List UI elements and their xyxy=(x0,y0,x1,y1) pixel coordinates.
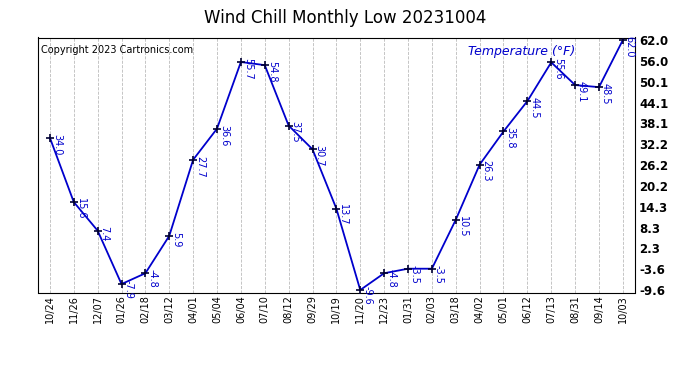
Text: 34.0: 34.0 xyxy=(52,134,62,155)
Text: 5.9: 5.9 xyxy=(171,232,181,247)
Text: -9.6: -9.6 xyxy=(362,286,372,304)
Text: -3.5: -3.5 xyxy=(434,264,444,284)
Text: 10.5: 10.5 xyxy=(457,216,468,237)
Text: 54.8: 54.8 xyxy=(267,61,277,82)
Text: Copyright 2023 Cartronics.com: Copyright 2023 Cartronics.com xyxy=(41,45,193,55)
Text: -7.9: -7.9 xyxy=(124,280,133,299)
Text: 62.0: 62.0 xyxy=(625,36,635,57)
Text: -4.8: -4.8 xyxy=(386,269,396,288)
Text: 55.7: 55.7 xyxy=(243,58,253,80)
Text: Temperature (°F): Temperature (°F) xyxy=(468,45,575,58)
Text: 36.6: 36.6 xyxy=(219,124,229,146)
Text: 27.7: 27.7 xyxy=(195,156,205,177)
Text: 49.1: 49.1 xyxy=(577,81,587,102)
Text: -3.5: -3.5 xyxy=(410,264,420,284)
Text: 44.5: 44.5 xyxy=(529,97,540,118)
Text: 48.5: 48.5 xyxy=(601,83,611,105)
Text: Wind Chill Monthly Low 20231004: Wind Chill Monthly Low 20231004 xyxy=(204,9,486,27)
Text: 30.7: 30.7 xyxy=(315,145,324,166)
Text: 26.3: 26.3 xyxy=(482,160,491,182)
Text: 37.5: 37.5 xyxy=(290,122,301,143)
Text: -4.8: -4.8 xyxy=(148,269,157,288)
Text: 13.7: 13.7 xyxy=(338,204,348,226)
Text: 15.6: 15.6 xyxy=(76,198,86,219)
Text: 7.4: 7.4 xyxy=(99,226,110,242)
Text: 35.8: 35.8 xyxy=(506,128,515,149)
Text: 55.6: 55.6 xyxy=(553,58,563,80)
